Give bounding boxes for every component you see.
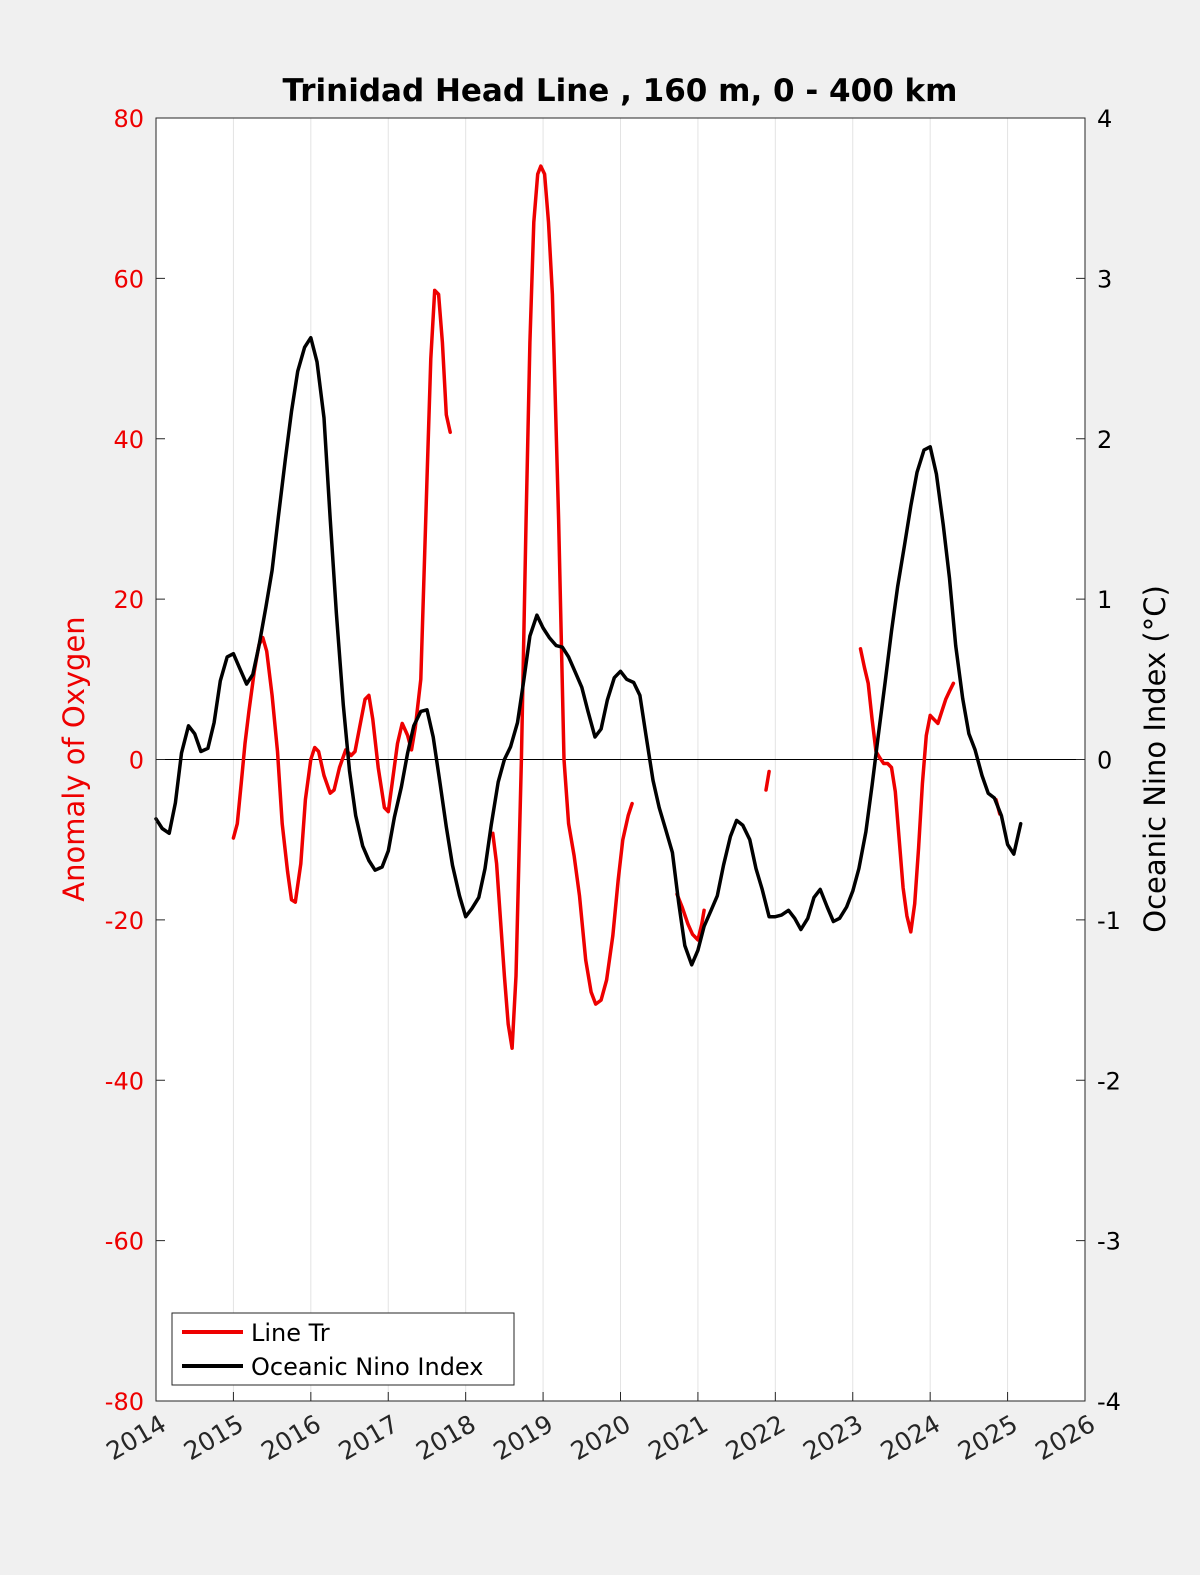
y-tick-label-left: 20 bbox=[113, 586, 144, 614]
y-tick-label-right: -3 bbox=[1097, 1228, 1121, 1256]
y-tick-label-right: -1 bbox=[1097, 907, 1121, 935]
y-tick-label-left: -40 bbox=[105, 1067, 144, 1095]
x-tick-label: 2018 bbox=[411, 1409, 481, 1466]
y-tick-label-right: 1 bbox=[1097, 586, 1112, 614]
series-line-line-tr bbox=[764, 769, 771, 792]
y-tick-label-right: -4 bbox=[1097, 1388, 1121, 1416]
legend-box bbox=[171, 1312, 515, 1386]
y-tick-label-right: -2 bbox=[1097, 1067, 1121, 1095]
legend: Line Tr Oceanic Nino Index bbox=[171, 1312, 515, 1386]
y-axis-label-left: Anomaly of Oxygen bbox=[57, 616, 91, 901]
y-tick-label-right: 3 bbox=[1097, 265, 1112, 293]
y-tick-label-right: 4 bbox=[1097, 105, 1112, 133]
x-tick-label: 2020 bbox=[566, 1409, 636, 1466]
x-tick-label: 2022 bbox=[721, 1409, 791, 1466]
x-tick-label: 2014 bbox=[101, 1409, 171, 1466]
x-tick-label: 2023 bbox=[798, 1409, 868, 1466]
y-tick-label-left: 40 bbox=[113, 426, 144, 454]
y-tick-label-left: 80 bbox=[113, 105, 144, 133]
y-tick-label-left: -20 bbox=[105, 907, 144, 935]
y-tick-label-left: 60 bbox=[113, 265, 144, 293]
x-tick-label: 2019 bbox=[488, 1409, 558, 1466]
x-tick-label: 2025 bbox=[953, 1409, 1023, 1466]
series-layer bbox=[154, 164, 1023, 1050]
y-tick-label-left: -60 bbox=[105, 1228, 144, 1256]
legend-label-oni: Oceanic Nino Index bbox=[251, 1353, 483, 1381]
x-tick-label: 2017 bbox=[334, 1409, 404, 1466]
y-axis-label-right: Oceanic Nino Index (°C) bbox=[1138, 585, 1172, 933]
y-tick-label-left: 0 bbox=[129, 747, 144, 775]
x-tick-label: 2026 bbox=[1030, 1409, 1100, 1466]
x-tick-label: 2024 bbox=[876, 1409, 946, 1466]
x-tick-label: 2015 bbox=[179, 1409, 249, 1466]
series-line-line-tr bbox=[491, 164, 634, 1050]
y-tick-label-left: -80 bbox=[105, 1388, 144, 1416]
y-tick-label-right: 2 bbox=[1097, 426, 1112, 454]
series-line-line-tr bbox=[675, 892, 706, 942]
y-tick-label-right: 0 bbox=[1097, 747, 1112, 775]
legend-label-line-tr: Line Tr bbox=[251, 1319, 330, 1347]
series-line-oceanic-nino-index bbox=[154, 335, 1023, 967]
x-tick-label: 2021 bbox=[643, 1409, 713, 1466]
chart-title: Trinidad Head Line , 160 m, 0 - 400 km bbox=[283, 73, 958, 109]
x-tick-label: 2016 bbox=[256, 1409, 326, 1466]
